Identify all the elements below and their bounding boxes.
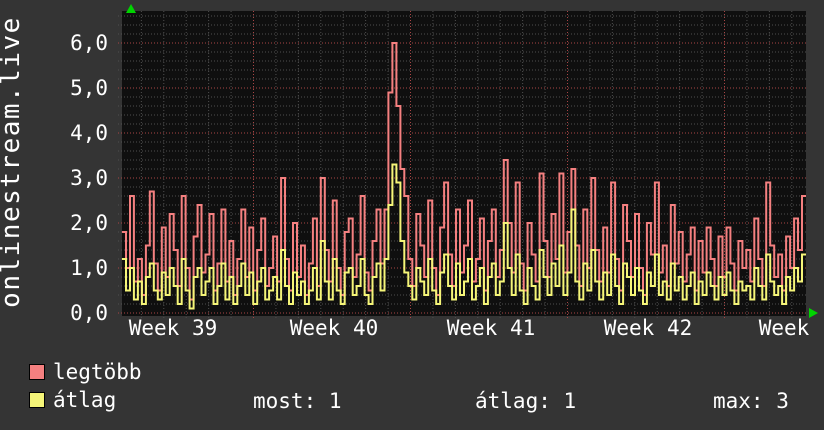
legend-row-max: legtöbb xyxy=(29,360,142,384)
x-tick-label: Week xyxy=(758,316,810,340)
legend-swatch-legtobb xyxy=(29,364,45,380)
x-tick-label: Week 41 xyxy=(446,316,536,340)
y-tick-label: 3,0 xyxy=(70,166,108,190)
y-tick-label: 4,0 xyxy=(70,121,108,145)
x-tick-label: Week 42 xyxy=(603,316,693,340)
y-axis-arrow-icon xyxy=(126,4,136,13)
stat-max: max: 3 xyxy=(713,389,789,413)
legend-label-legtobb: legtöbb xyxy=(53,360,142,384)
y-tick-label: 2,0 xyxy=(70,211,108,235)
y-tick-label: 5,0 xyxy=(70,76,108,100)
y-tick-label: 0,0 xyxy=(70,301,108,325)
legend-row-avg: átlag xyxy=(29,388,117,412)
y-tick-label: 6,0 xyxy=(70,31,108,55)
legend-swatch-atlag xyxy=(29,392,45,408)
chart-plot-area xyxy=(118,4,818,319)
x-axis-arrow-icon xyxy=(809,308,818,318)
stat-most: most: 1 xyxy=(253,389,342,413)
series-avg-line xyxy=(122,163,806,310)
y-tick-label: 1,0 xyxy=(70,256,108,280)
x-tick-label: Week 39 xyxy=(128,316,218,340)
legend-label-atlag: átlag xyxy=(53,388,117,412)
stat-atlag: átlag: 1 xyxy=(475,389,577,413)
x-tick-label: Week 40 xyxy=(289,316,379,340)
